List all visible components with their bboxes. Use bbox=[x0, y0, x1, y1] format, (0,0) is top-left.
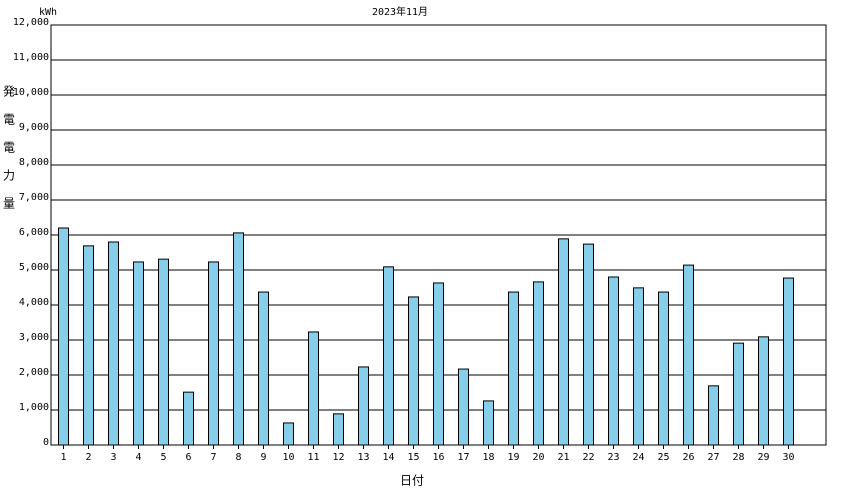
bar bbox=[233, 232, 244, 446]
bar bbox=[583, 243, 594, 446]
x-tick-label: 3 bbox=[110, 452, 116, 463]
x-tick-label: 28 bbox=[732, 452, 744, 463]
x-tick-label: 20 bbox=[532, 452, 544, 463]
x-tick-label: 4 bbox=[135, 452, 141, 463]
x-tick-label: 9 bbox=[260, 452, 266, 463]
x-tick-label: 7 bbox=[210, 452, 216, 463]
bar bbox=[683, 264, 694, 446]
x-tick-label: 25 bbox=[657, 452, 669, 463]
x-tick-label: 10 bbox=[282, 452, 294, 463]
bar bbox=[108, 241, 119, 446]
bar bbox=[133, 261, 144, 446]
x-tick-label: 2 bbox=[85, 452, 91, 463]
y-tick-label: 3,000 bbox=[19, 332, 49, 343]
y-tick-label: 11,000 bbox=[13, 52, 49, 63]
x-tick-label: 21 bbox=[557, 452, 569, 463]
bar bbox=[483, 400, 494, 446]
x-tick-label: 24 bbox=[632, 452, 644, 463]
bar bbox=[558, 238, 569, 446]
bar bbox=[358, 366, 369, 446]
bar bbox=[533, 281, 544, 446]
y-tick-label: 10,000 bbox=[13, 87, 49, 98]
bar bbox=[283, 422, 294, 446]
bar bbox=[783, 277, 794, 446]
x-tick-label: 11 bbox=[307, 452, 319, 463]
bar bbox=[183, 391, 194, 446]
y-tick-label: 9,000 bbox=[19, 122, 49, 133]
bar bbox=[408, 296, 419, 446]
x-tick-label: 13 bbox=[357, 452, 369, 463]
y-tick-label: 1,000 bbox=[19, 402, 49, 413]
x-tick-label: 6 bbox=[185, 452, 191, 463]
bar bbox=[83, 245, 94, 446]
x-tick-label: 1 bbox=[60, 452, 66, 463]
bar bbox=[158, 258, 169, 446]
bar bbox=[508, 291, 519, 446]
x-tick-label: 12 bbox=[332, 452, 344, 463]
x-axis-label: 日付 bbox=[400, 474, 424, 488]
x-tick-label: 29 bbox=[757, 452, 769, 463]
y-axis-label: 発電電力量 bbox=[2, 85, 16, 225]
bar bbox=[758, 336, 769, 446]
y-tick-label: 2,000 bbox=[19, 367, 49, 378]
y-tick-label: 5,000 bbox=[19, 262, 49, 273]
bar bbox=[58, 227, 69, 446]
x-tick-label: 22 bbox=[582, 452, 594, 463]
bar bbox=[333, 413, 344, 446]
bar bbox=[658, 291, 669, 446]
bar bbox=[258, 291, 269, 446]
x-tick-label: 27 bbox=[707, 452, 719, 463]
y-tick-label: 12,000 bbox=[13, 17, 49, 28]
bar bbox=[733, 342, 744, 446]
bar bbox=[633, 287, 644, 446]
bar bbox=[708, 385, 719, 446]
bar bbox=[458, 368, 469, 446]
unit-label: kWh bbox=[39, 7, 57, 18]
bar bbox=[608, 276, 619, 446]
bar bbox=[308, 331, 319, 446]
bar bbox=[383, 266, 394, 446]
x-tick-label: 14 bbox=[382, 452, 394, 463]
x-tick-label: 30 bbox=[782, 452, 794, 463]
x-tick-label: 16 bbox=[432, 452, 444, 463]
y-tick-label: 6,000 bbox=[19, 227, 49, 238]
x-tick-label: 8 bbox=[235, 452, 241, 463]
x-tick-label: 17 bbox=[457, 452, 469, 463]
x-tick-label: 26 bbox=[682, 452, 694, 463]
y-tick-label: 4,000 bbox=[19, 297, 49, 308]
x-tick-label: 23 bbox=[607, 452, 619, 463]
x-tick-label: 19 bbox=[507, 452, 519, 463]
y-tick-label: 7,000 bbox=[19, 192, 49, 203]
x-tick-label: 18 bbox=[482, 452, 494, 463]
x-tick-label: 15 bbox=[407, 452, 419, 463]
x-tick-label: 5 bbox=[160, 452, 166, 463]
chart-title: 2023年11月 bbox=[372, 5, 428, 18]
bar bbox=[208, 261, 219, 446]
bar bbox=[433, 282, 444, 446]
y-tick-label: 8,000 bbox=[19, 157, 49, 168]
y-tick-label: 0 bbox=[43, 437, 49, 448]
